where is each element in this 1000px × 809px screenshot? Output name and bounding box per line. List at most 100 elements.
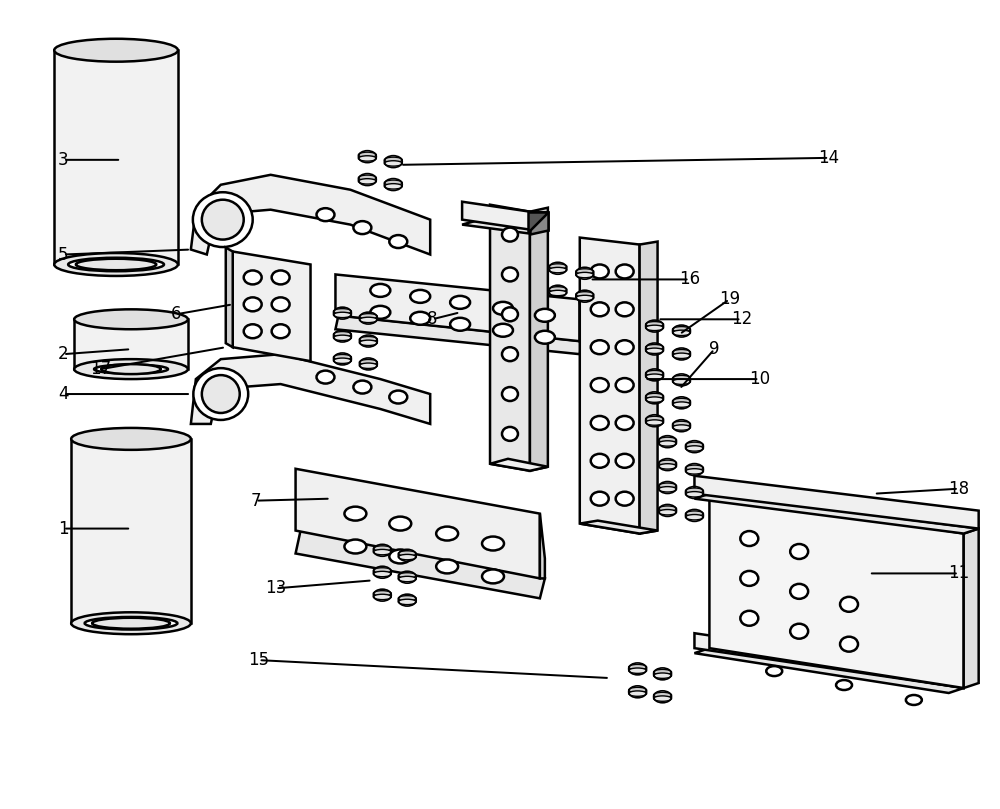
- Ellipse shape: [646, 420, 664, 426]
- Ellipse shape: [244, 270, 262, 285]
- Ellipse shape: [591, 378, 609, 392]
- Polygon shape: [191, 175, 430, 255]
- Ellipse shape: [840, 597, 858, 612]
- Ellipse shape: [272, 324, 290, 338]
- Ellipse shape: [549, 267, 567, 273]
- Ellipse shape: [685, 446, 703, 451]
- Ellipse shape: [384, 180, 402, 185]
- Ellipse shape: [358, 179, 376, 184]
- Ellipse shape: [482, 570, 504, 583]
- Ellipse shape: [344, 540, 366, 553]
- Ellipse shape: [654, 673, 672, 679]
- Polygon shape: [694, 493, 979, 534]
- Polygon shape: [964, 528, 979, 688]
- Polygon shape: [233, 252, 311, 361]
- Text: 19: 19: [719, 290, 740, 308]
- Text: 1: 1: [58, 519, 69, 537]
- Ellipse shape: [317, 208, 334, 221]
- Ellipse shape: [659, 510, 677, 515]
- Ellipse shape: [54, 253, 178, 276]
- Polygon shape: [335, 274, 580, 341]
- Polygon shape: [462, 219, 548, 234]
- Ellipse shape: [94, 365, 168, 374]
- Ellipse shape: [576, 273, 594, 277]
- Ellipse shape: [493, 302, 513, 315]
- Ellipse shape: [76, 259, 156, 270]
- Ellipse shape: [358, 175, 376, 180]
- Polygon shape: [490, 205, 530, 471]
- Ellipse shape: [244, 324, 262, 338]
- Text: 12: 12: [731, 311, 752, 328]
- Text: 10: 10: [749, 370, 770, 388]
- Ellipse shape: [685, 488, 703, 493]
- Ellipse shape: [836, 680, 852, 690]
- Ellipse shape: [359, 363, 377, 368]
- Ellipse shape: [629, 668, 647, 673]
- Ellipse shape: [244, 298, 262, 311]
- Ellipse shape: [202, 200, 244, 239]
- Ellipse shape: [353, 380, 371, 393]
- Ellipse shape: [359, 359, 377, 365]
- Polygon shape: [709, 493, 964, 688]
- Ellipse shape: [502, 307, 518, 321]
- Ellipse shape: [646, 417, 664, 421]
- Ellipse shape: [673, 349, 690, 355]
- Text: 15: 15: [248, 651, 269, 669]
- Ellipse shape: [673, 421, 690, 426]
- Polygon shape: [580, 238, 640, 534]
- Ellipse shape: [549, 290, 567, 295]
- Ellipse shape: [685, 492, 703, 497]
- Ellipse shape: [398, 551, 416, 556]
- Text: 7: 7: [250, 492, 261, 510]
- Polygon shape: [640, 242, 658, 534]
- Polygon shape: [694, 476, 979, 528]
- Ellipse shape: [398, 599, 416, 604]
- Text: 18: 18: [948, 480, 969, 498]
- Ellipse shape: [358, 152, 376, 158]
- Ellipse shape: [646, 345, 664, 349]
- Ellipse shape: [576, 292, 594, 297]
- Ellipse shape: [193, 193, 253, 247]
- Ellipse shape: [359, 314, 377, 319]
- Ellipse shape: [373, 571, 391, 577]
- Ellipse shape: [71, 428, 191, 450]
- Ellipse shape: [202, 375, 240, 413]
- Ellipse shape: [740, 571, 758, 586]
- Ellipse shape: [646, 397, 664, 402]
- Ellipse shape: [790, 584, 808, 599]
- Ellipse shape: [193, 368, 248, 420]
- Ellipse shape: [659, 506, 677, 511]
- Ellipse shape: [576, 295, 594, 301]
- Ellipse shape: [646, 393, 664, 399]
- Ellipse shape: [673, 398, 690, 404]
- Ellipse shape: [659, 487, 677, 492]
- Ellipse shape: [616, 492, 634, 506]
- Ellipse shape: [370, 284, 390, 297]
- Ellipse shape: [502, 227, 518, 242]
- Ellipse shape: [906, 695, 922, 705]
- Polygon shape: [191, 354, 430, 424]
- Ellipse shape: [389, 391, 407, 404]
- Ellipse shape: [616, 341, 634, 354]
- Ellipse shape: [384, 157, 402, 163]
- Ellipse shape: [685, 465, 703, 471]
- Ellipse shape: [373, 546, 391, 551]
- Ellipse shape: [591, 341, 609, 354]
- Ellipse shape: [659, 464, 677, 469]
- Polygon shape: [530, 212, 548, 230]
- Ellipse shape: [384, 184, 402, 189]
- Ellipse shape: [373, 568, 391, 573]
- Ellipse shape: [92, 618, 170, 629]
- Text: 11: 11: [948, 565, 969, 582]
- Ellipse shape: [685, 468, 703, 474]
- Ellipse shape: [272, 298, 290, 311]
- Ellipse shape: [654, 669, 672, 675]
- Ellipse shape: [659, 483, 677, 489]
- Text: 4: 4: [58, 385, 68, 403]
- Polygon shape: [74, 320, 188, 369]
- Ellipse shape: [654, 693, 672, 697]
- Ellipse shape: [790, 544, 808, 559]
- Ellipse shape: [591, 416, 609, 430]
- Ellipse shape: [740, 531, 758, 546]
- Ellipse shape: [389, 549, 411, 563]
